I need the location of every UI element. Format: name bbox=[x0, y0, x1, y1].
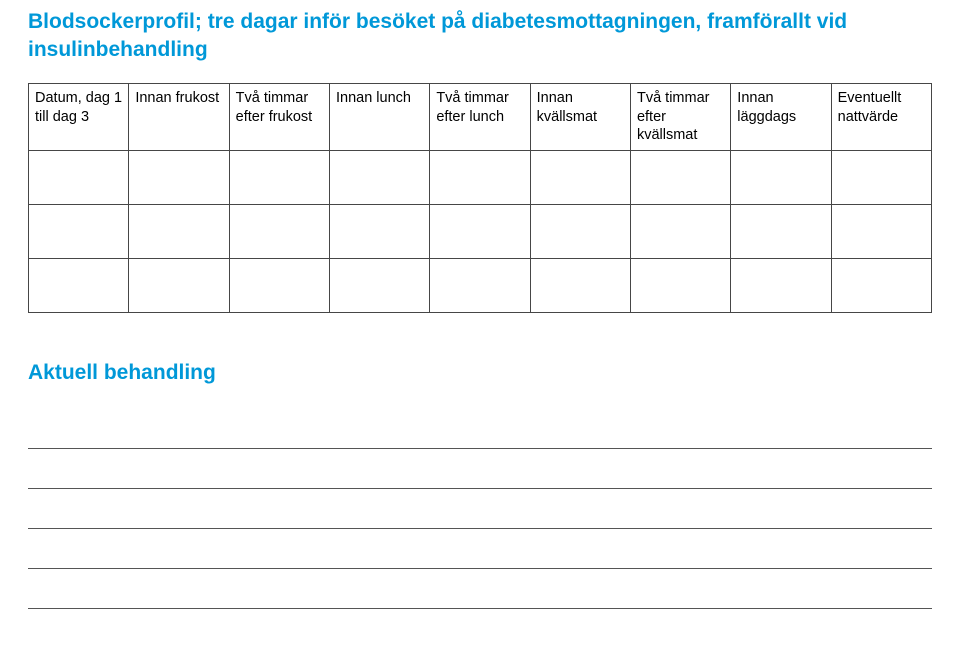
col-5: Innan kvällsmat bbox=[530, 83, 630, 151]
table-cell[interactable] bbox=[731, 151, 831, 205]
table-cell[interactable] bbox=[630, 151, 730, 205]
table-cell[interactable] bbox=[530, 259, 630, 313]
treatment-lines bbox=[28, 409, 932, 609]
blank-line[interactable] bbox=[28, 409, 932, 449]
col-1: Innan frukost bbox=[129, 83, 229, 151]
table-cell[interactable] bbox=[831, 205, 931, 259]
table-cell[interactable] bbox=[329, 259, 429, 313]
page-title: Blodsockerprofil; tre dagar inför besöke… bbox=[28, 8, 932, 65]
table-header-row: Datum, dag 1 till dag 3 Innan frukost Tv… bbox=[29, 83, 932, 151]
blank-line[interactable] bbox=[28, 569, 932, 609]
table-cell[interactable] bbox=[430, 151, 530, 205]
blank-line[interactable] bbox=[28, 449, 932, 489]
table-cell[interactable] bbox=[329, 151, 429, 205]
table-cell[interactable] bbox=[29, 259, 129, 313]
col-7: Innan läggdags bbox=[731, 83, 831, 151]
blood-sugar-table: Datum, dag 1 till dag 3 Innan frukost Tv… bbox=[28, 83, 932, 314]
table-cell[interactable] bbox=[29, 151, 129, 205]
col-3: Innan lunch bbox=[329, 83, 429, 151]
table-cell[interactable] bbox=[630, 259, 730, 313]
col-2: Två timmar efter frukost bbox=[229, 83, 329, 151]
table-row bbox=[29, 205, 932, 259]
col-8: Eventuellt nattvärde bbox=[831, 83, 931, 151]
table-body bbox=[29, 151, 932, 313]
table-cell[interactable] bbox=[630, 205, 730, 259]
table-cell[interactable] bbox=[129, 259, 229, 313]
table-cell[interactable] bbox=[229, 205, 329, 259]
col-6: Två timmar efter kvällsmat bbox=[630, 83, 730, 151]
table-cell[interactable] bbox=[831, 151, 931, 205]
table-cell[interactable] bbox=[430, 205, 530, 259]
table-cell[interactable] bbox=[229, 151, 329, 205]
table-row bbox=[29, 259, 932, 313]
table-cell[interactable] bbox=[831, 259, 931, 313]
blank-line[interactable] bbox=[28, 489, 932, 529]
table-cell[interactable] bbox=[229, 259, 329, 313]
table-cell[interactable] bbox=[530, 151, 630, 205]
table-cell[interactable] bbox=[530, 205, 630, 259]
table-cell[interactable] bbox=[129, 205, 229, 259]
section-subtitle: Aktuell behandling bbox=[28, 361, 932, 385]
table-cell[interactable] bbox=[29, 205, 129, 259]
table-cell[interactable] bbox=[731, 259, 831, 313]
table-cell[interactable] bbox=[329, 205, 429, 259]
table-cell[interactable] bbox=[430, 259, 530, 313]
col-0: Datum, dag 1 till dag 3 bbox=[29, 83, 129, 151]
col-4: Två timmar efter lunch bbox=[430, 83, 530, 151]
table-row bbox=[29, 151, 932, 205]
table-cell[interactable] bbox=[731, 205, 831, 259]
table-cell[interactable] bbox=[129, 151, 229, 205]
blank-line[interactable] bbox=[28, 529, 932, 569]
